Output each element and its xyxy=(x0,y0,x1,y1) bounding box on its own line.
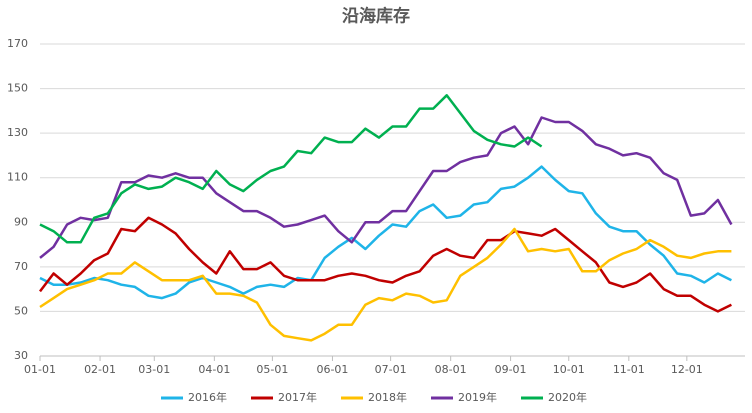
x-tick-label: 04-01 xyxy=(198,363,230,376)
legend-label: 2020年 xyxy=(548,390,587,404)
y-tick-label: 90 xyxy=(14,215,28,228)
legend-label: 2017年 xyxy=(278,390,317,404)
x-tick-label: 09-01 xyxy=(495,363,527,376)
series-line xyxy=(39,165,732,300)
x-tick-label: 11-01 xyxy=(613,363,645,376)
y-tick-label: 30 xyxy=(14,349,28,362)
y-tick-label: 110 xyxy=(7,171,28,184)
y-tick-label: 150 xyxy=(7,82,28,95)
legend-label: 2019年 xyxy=(458,390,497,404)
x-tick-label: 05-01 xyxy=(256,363,288,376)
series-line xyxy=(39,216,732,313)
y-tick-label: 170 xyxy=(7,37,28,50)
x-tick-label: 06-01 xyxy=(316,363,348,376)
legend-label: 2016年 xyxy=(188,390,227,404)
x-tick-label: 10-01 xyxy=(553,363,585,376)
series-line xyxy=(39,94,543,244)
y-tick-label: 130 xyxy=(7,126,28,139)
y-tick-label: 50 xyxy=(14,304,28,317)
x-tick-label: 08-01 xyxy=(435,363,467,376)
x-tick-label: 12-01 xyxy=(671,363,703,376)
y-tick-label: 70 xyxy=(14,260,28,273)
chart-title: 沿海库存 xyxy=(342,6,410,27)
x-tick-label: 07-01 xyxy=(375,363,407,376)
series-line xyxy=(39,116,733,259)
x-tick-label: 02-01 xyxy=(84,363,116,376)
x-tick-label: 03-01 xyxy=(138,363,170,376)
x-tick-label: 01-01 xyxy=(24,363,56,376)
legend-label: 2018年 xyxy=(368,390,407,404)
series-line xyxy=(39,227,732,342)
